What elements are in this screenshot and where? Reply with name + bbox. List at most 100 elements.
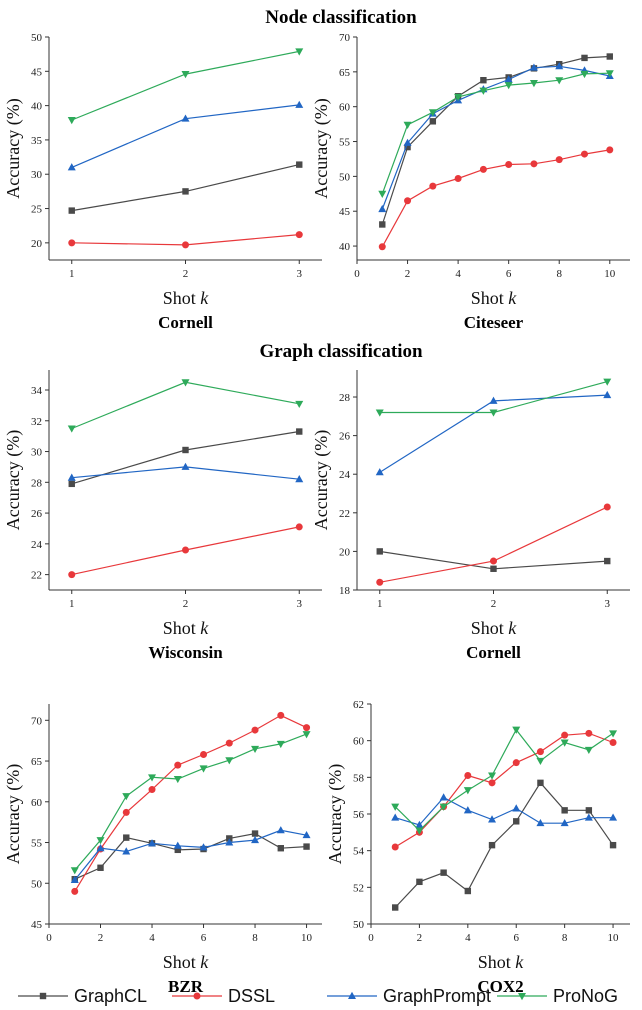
data-point (391, 843, 399, 851)
data-point (463, 787, 472, 795)
data-point (296, 161, 303, 168)
series-graphprompt (375, 390, 612, 476)
data-point (376, 548, 383, 555)
legend-label: ProNoG (553, 986, 618, 1006)
x-tick-label: 3 (297, 598, 303, 610)
series-pronog (391, 726, 618, 835)
x-tick-label: 2 (183, 598, 189, 610)
y-tick-label: 56 (353, 809, 365, 821)
series-line (381, 149, 610, 248)
x-tick-label: 6 (513, 932, 519, 944)
x-tick-label: 3 (297, 268, 303, 280)
data-point (296, 428, 303, 435)
chart-6: 50 52 54 56 58 60 62 0 2 4 6 8 10 Accuracy (%) Shot k C… (325, 699, 630, 996)
chart-2: 40 45 50 55 60 65 70 0 2 4 6 8 10 Accuracy (%) Shot k C… (311, 32, 630, 332)
data-point (536, 757, 545, 766)
data-point (378, 243, 386, 251)
data-point (439, 793, 448, 801)
data-point (181, 71, 190, 79)
y-tick-label: 62 (353, 699, 364, 711)
y-tick-label: 28 (339, 392, 351, 404)
data-point (488, 815, 497, 823)
y-tick-label: 30 (31, 169, 43, 181)
x-axis-label: Shot k (478, 952, 525, 972)
data-point (199, 843, 208, 851)
x-axis-label: Shot k (163, 288, 210, 308)
data-point (584, 813, 593, 821)
data-point (404, 143, 411, 151)
data-point (251, 745, 260, 754)
series-line (394, 732, 614, 848)
data-point (68, 207, 75, 214)
data-point (609, 813, 618, 821)
data-point (174, 761, 182, 769)
data-point (148, 786, 156, 794)
y-tick-label: 30 (31, 447, 43, 459)
data-point (303, 724, 311, 732)
data-point (464, 772, 472, 779)
y-tick-label: 24 (339, 469, 351, 481)
data-point (251, 726, 259, 734)
data-point (122, 808, 130, 816)
x-tick-label: 2 (417, 932, 423, 944)
data-point (251, 835, 260, 844)
series-graphprompt (67, 100, 304, 171)
data-point (225, 757, 234, 765)
data-point (375, 468, 384, 476)
data-point (440, 869, 447, 876)
data-point (67, 117, 76, 125)
series-graphprompt (378, 62, 614, 213)
data-point (537, 779, 544, 787)
y-axis-label: Accuracy (%) (3, 764, 24, 864)
data-point (182, 241, 189, 249)
data-point (173, 775, 182, 784)
data-point (585, 729, 593, 737)
chart-3: 22 24 26 28 30 32 34 1 2 3 Accuracy (%) Shot k Wisco… (3, 370, 322, 662)
y-tick-label: 18 (339, 585, 351, 597)
data-point (555, 156, 563, 164)
series-graphcl (379, 53, 613, 228)
legend-marker (518, 993, 526, 1001)
x-tick-label: 3 (605, 598, 611, 610)
data-point (606, 53, 613, 60)
data-point (463, 806, 472, 814)
data-point (302, 731, 311, 739)
x-tick-label: 0 (354, 268, 360, 280)
data-point (251, 830, 259, 837)
series-line (71, 50, 300, 121)
data-point (276, 826, 285, 834)
data-point (295, 231, 303, 239)
data-point (603, 390, 612, 399)
x-axis-label: Shot k (163, 618, 210, 638)
heading-node-classification: Node classification (265, 7, 417, 28)
y-tick-label: 70 (31, 715, 43, 727)
data-point (416, 878, 423, 886)
data-point (199, 765, 208, 773)
y-tick-label: 32 (31, 416, 42, 428)
data-point (67, 425, 76, 433)
series-pronog (67, 379, 304, 433)
y-axis-label: Accuracy (%) (325, 764, 346, 864)
data-point (415, 827, 424, 835)
y-tick-label: 70 (339, 32, 351, 44)
data-point (68, 239, 76, 247)
data-point (504, 82, 513, 90)
x-tick-label: 0 (368, 932, 374, 944)
y-tick-label: 60 (339, 102, 351, 114)
heading-graph-classification: Graph classification (259, 341, 423, 362)
series-dssl (378, 146, 614, 251)
data-point (181, 379, 190, 387)
legend-item-graphprompt: GraphPrompt (327, 986, 491, 1006)
y-tick-label: 65 (31, 756, 43, 768)
x-tick-label: 2 (405, 268, 411, 280)
data-point (295, 475, 304, 483)
data-point (415, 820, 424, 828)
data-point (174, 846, 181, 854)
data-point (555, 77, 564, 85)
series-pronog (70, 731, 311, 875)
series-line (74, 733, 307, 871)
data-point (96, 844, 105, 852)
y-tick-label: 54 (353, 846, 365, 858)
data-point (295, 48, 304, 56)
